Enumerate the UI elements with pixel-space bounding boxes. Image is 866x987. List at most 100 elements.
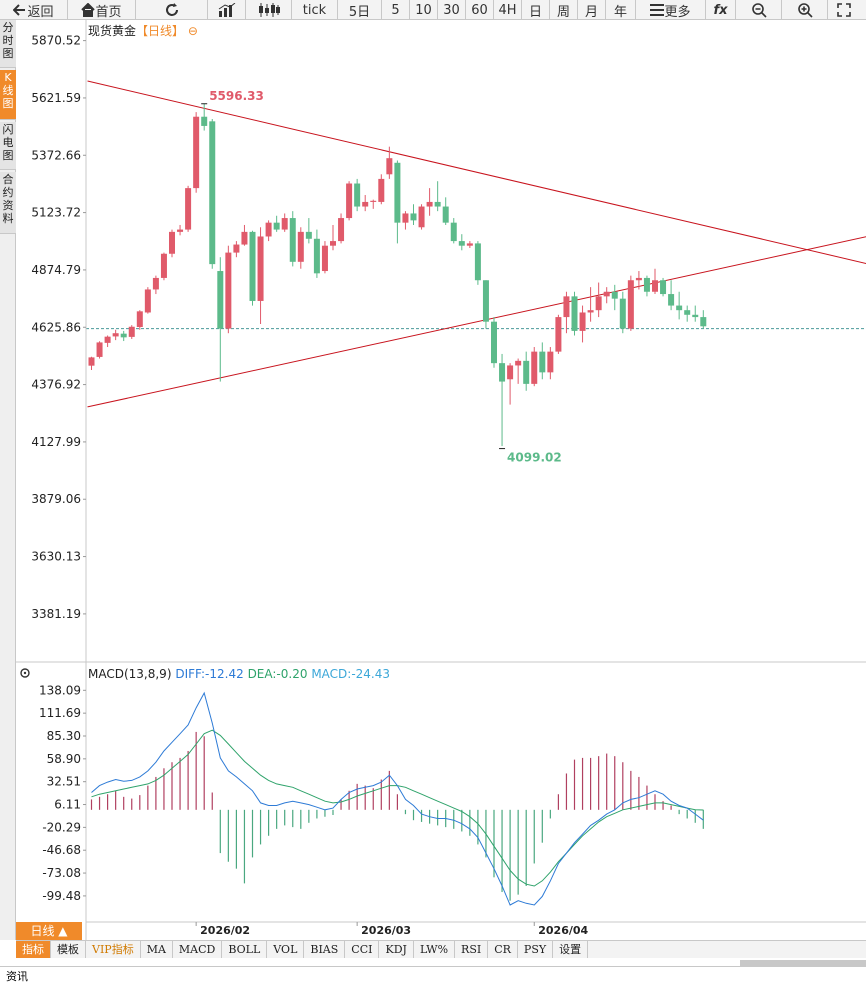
candle[interactable]	[587, 287, 594, 322]
period-month-button[interactable]: 月	[578, 0, 606, 20]
tab-lightning[interactable]: 闪电图	[0, 122, 16, 170]
candle[interactable]	[555, 314, 562, 354]
candle[interactable]	[128, 325, 135, 339]
period-4h-button[interactable]: 4H	[494, 0, 522, 20]
candle[interactable]	[563, 291, 570, 334]
period-5m-button[interactable]: 5	[382, 0, 410, 20]
candle[interactable]	[386, 146, 393, 179]
candle[interactable]	[619, 291, 626, 334]
candle[interactable]	[281, 213, 288, 232]
candle[interactable]	[193, 112, 200, 193]
candle[interactable]	[297, 227, 304, 269]
tab-indicator[interactable]: 指标	[16, 941, 51, 958]
candle[interactable]	[144, 287, 151, 314]
candle[interactable]	[273, 215, 280, 232]
period-10m-button[interactable]: 10	[410, 0, 438, 20]
candle[interactable]	[676, 291, 683, 320]
candle[interactable]	[289, 211, 296, 267]
candle[interactable]	[482, 280, 489, 329]
tab-vol[interactable]: VOL	[267, 941, 305, 958]
candle[interactable]	[217, 257, 224, 382]
tab-cci[interactable]: CCI	[345, 941, 380, 958]
candle[interactable]	[611, 284, 618, 311]
candle[interactable]	[410, 204, 417, 225]
tab-bias[interactable]: BIAS	[304, 941, 346, 958]
tab-contract-info[interactable]: 合约资料	[0, 172, 16, 234]
period-30m-button[interactable]: 30	[438, 0, 466, 20]
candle[interactable]	[547, 347, 554, 380]
fullscreen-button[interactable]	[828, 0, 860, 20]
zoom-in-button[interactable]	[782, 0, 828, 20]
candle[interactable]	[160, 252, 167, 281]
candle[interactable]	[595, 282, 602, 318]
candle[interactable]	[265, 220, 272, 242]
candle[interactable]	[643, 275, 650, 297]
candle[interactable]	[491, 317, 497, 368]
candle[interactable]	[474, 241, 481, 285]
formula-button[interactable]: fx	[706, 0, 736, 20]
macd-settings-icon[interactable]	[20, 668, 30, 678]
candle[interactable]	[466, 241, 473, 248]
candle[interactable]	[330, 224, 336, 251]
candle[interactable]	[434, 181, 441, 212]
back-button[interactable]: 返回	[0, 0, 68, 20]
candle[interactable]	[112, 329, 119, 341]
candle[interactable]	[257, 227, 264, 324]
candle[interactable]	[442, 197, 449, 225]
candle[interactable]	[152, 275, 159, 295]
candle[interactable]	[402, 211, 409, 230]
candle[interactable]	[523, 351, 530, 391]
candle[interactable]	[450, 218, 457, 244]
candle[interactable]	[603, 287, 610, 304]
news-link[interactable]: 资讯	[6, 970, 28, 983]
home-button[interactable]: 首页	[68, 0, 136, 20]
candle[interactable]	[169, 229, 175, 258]
tab-psy[interactable]: PSY	[518, 941, 554, 958]
candle[interactable]	[233, 241, 240, 258]
period-year-button[interactable]: 年	[606, 0, 636, 20]
refresh-button[interactable]	[136, 0, 208, 20]
candle[interactable]	[635, 271, 642, 290]
candle[interactable]	[321, 241, 328, 274]
tab-template[interactable]: 模板	[51, 941, 86, 958]
candle[interactable]	[539, 342, 546, 380]
period-badge[interactable]: 日线 ▲	[16, 922, 82, 940]
candle[interactable]	[362, 195, 369, 212]
period-5d-button[interactable]: 5日	[338, 0, 382, 20]
candle[interactable]	[338, 213, 345, 244]
candle[interactable]	[378, 174, 385, 205]
zoom-out-button[interactable]	[736, 0, 782, 20]
candle[interactable]	[136, 310, 143, 330]
candle[interactable]	[370, 199, 377, 209]
candle[interactable]	[313, 229, 320, 278]
tab-boll[interactable]: BOLL	[222, 941, 268, 958]
candlestick-button[interactable]	[246, 0, 292, 20]
tab-vip-indicator[interactable]: VIP指标	[86, 941, 141, 958]
candle[interactable]	[305, 218, 312, 244]
tab-settings[interactable]: 设置	[553, 941, 589, 958]
candle[interactable]	[571, 291, 578, 336]
candle[interactable]	[627, 275, 634, 331]
candle[interactable]	[668, 280, 675, 311]
tab-kdj[interactable]: KDJ	[379, 941, 414, 958]
candle[interactable]	[120, 330, 127, 342]
candle[interactable]	[684, 305, 691, 322]
candle[interactable]	[692, 305, 699, 322]
candle[interactable]	[201, 103, 208, 131]
candle[interactable]	[104, 335, 111, 348]
candle[interactable]	[394, 160, 401, 244]
candle[interactable]	[531, 347, 538, 387]
candle[interactable]	[700, 310, 707, 329]
scrollbar-thumb[interactable]	[740, 960, 866, 966]
candle[interactable]	[209, 119, 216, 269]
candle[interactable]	[660, 277, 667, 297]
period-60m-button[interactable]: 60	[466, 0, 494, 20]
collapse-icon[interactable]: ⊖	[187, 24, 198, 38]
candle[interactable]	[249, 230, 256, 306]
candle[interactable]	[354, 178, 361, 212]
period-day-button[interactable]: 日	[522, 0, 550, 20]
tab-timeshare[interactable]: 分时图	[0, 20, 16, 68]
tab-ma[interactable]: MA	[141, 941, 173, 958]
candle[interactable]	[418, 204, 425, 230]
